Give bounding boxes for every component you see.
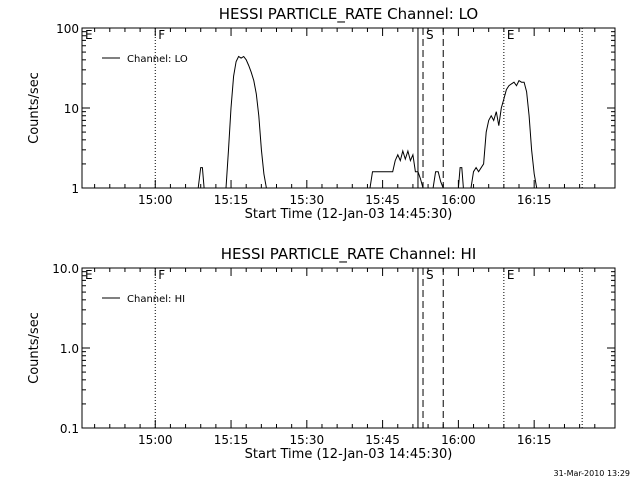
- y-tick-label: 1.0: [60, 342, 79, 356]
- plot-frame: [81, 27, 616, 189]
- y-axis-label: Counts/sec: [27, 312, 42, 384]
- marker-label: E: [85, 268, 93, 282]
- chart-channel-hi: HESSI PARTICLE_RATE Channel: HI 15:00 15:1…: [27, 245, 616, 462]
- footer-date: 31-Mar-2010 13:29: [553, 469, 631, 478]
- x-tick-label: 15:30: [290, 433, 325, 447]
- x-tick-label: 16:15: [517, 433, 552, 447]
- series-line: [197, 55, 540, 189]
- panel-channel-lo: HESSI PARTICLE_RATE Channel: LO 15:00 15:1…: [27, 5, 616, 222]
- x-tick-label: 15:45: [365, 433, 400, 447]
- x-axis-label: Start Time (12-Jan-03 14:45:30): [245, 447, 453, 462]
- marker-label: E: [507, 268, 515, 282]
- legend-label: Channel: LO: [127, 54, 188, 65]
- y-tick-label: 0.1: [60, 422, 79, 436]
- chart-title: HESSI PARTICLE_RATE Channel: HI: [221, 245, 477, 264]
- y-tick-label: 100: [56, 22, 79, 36]
- plot-frame: [81, 267, 616, 429]
- marker-label: F: [158, 28, 165, 42]
- x-tick-label: 15:15: [214, 193, 249, 207]
- marker-label: E: [507, 28, 515, 42]
- y-tick-label: 1: [71, 182, 79, 196]
- x-tick-label: 15:00: [138, 193, 173, 207]
- x-tick-label: 15:15: [214, 433, 249, 447]
- x-tick-label: 16:00: [441, 193, 476, 207]
- x-tick-label: 15:00: [138, 433, 173, 447]
- x-tick-label: 16:00: [441, 433, 476, 447]
- y-tick-label: 10.0: [52, 262, 79, 276]
- y-axis-label: Counts/sec: [27, 72, 42, 144]
- legend-label: Channel: HI: [127, 294, 185, 305]
- marker-label: S: [426, 28, 434, 42]
- marker-label: F: [158, 268, 165, 282]
- panel-channel-hi: HESSI PARTICLE_RATE Channel: HI 15:00 15:1…: [0, 240, 640, 480]
- chart-channel-lo: HESSI PARTICLE_RATE Channel: LO 15:00 15:1…: [27, 5, 616, 222]
- y-tick-label: 10: [64, 102, 79, 116]
- chart-title: HESSI PARTICLE_RATE Channel: LO: [219, 5, 478, 24]
- marker-label: E: [85, 28, 93, 42]
- x-axis-label: Start Time (12-Jan-03 14:45:30): [245, 207, 453, 222]
- marker-label: S: [426, 268, 434, 282]
- x-tick-label: 16:15: [517, 193, 552, 207]
- x-tick-label: 15:30: [290, 193, 325, 207]
- x-tick-label: 15:45: [365, 193, 400, 207]
